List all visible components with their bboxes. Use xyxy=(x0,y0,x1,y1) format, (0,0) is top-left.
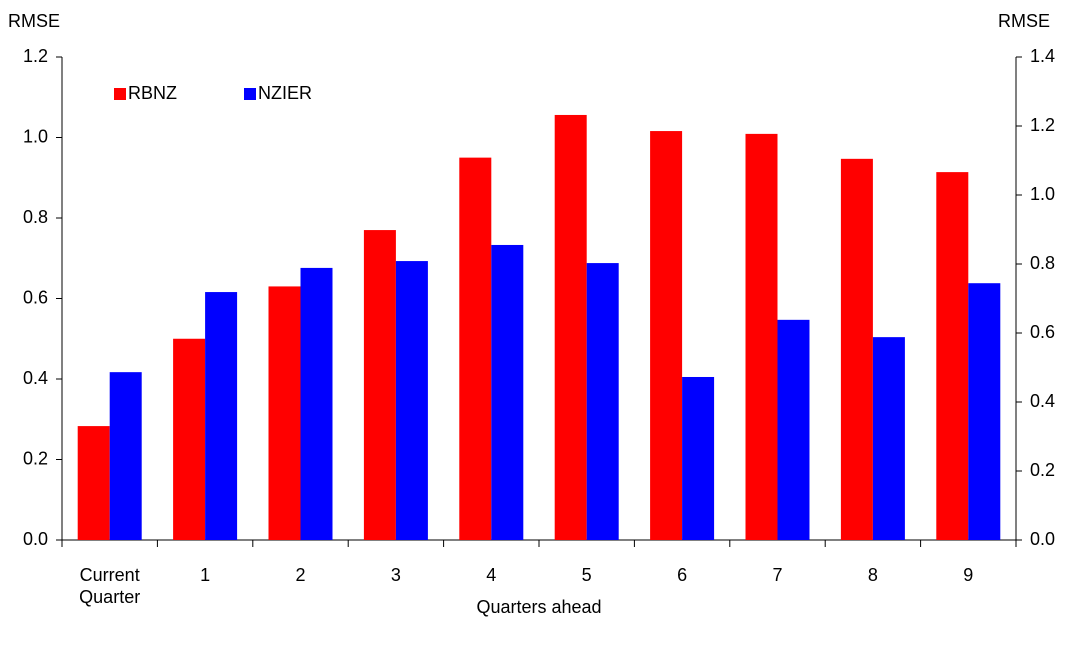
x-tick-label: 5 xyxy=(581,565,592,585)
y2-tick-label: 0.0 xyxy=(1030,529,1055,549)
x-tick-label: 2 xyxy=(295,565,306,585)
bar xyxy=(936,172,969,541)
y2-tick-label: 1.2 xyxy=(1030,115,1055,135)
x-tick-label: 3 xyxy=(390,565,401,585)
bar xyxy=(268,286,301,540)
bar xyxy=(586,263,619,540)
y-tick-label: 0.6 xyxy=(23,287,48,307)
y-axis-title: RMSE xyxy=(8,11,60,31)
bar xyxy=(840,158,873,540)
y2-tick-label: 0.8 xyxy=(1030,253,1055,273)
bar xyxy=(109,372,142,540)
bar xyxy=(395,261,428,540)
bar xyxy=(300,267,333,540)
y2-tick-label: 1.4 xyxy=(1030,46,1055,66)
bar xyxy=(554,114,587,541)
bar xyxy=(205,292,238,540)
y-tick-label: 0.8 xyxy=(23,207,48,227)
legend-label: NZIER xyxy=(258,83,312,103)
bar xyxy=(650,131,683,540)
bar xyxy=(777,319,810,540)
bar xyxy=(682,376,715,540)
bar xyxy=(968,283,1001,540)
y2-tick-label: 0.4 xyxy=(1030,391,1055,411)
bar xyxy=(173,338,206,540)
bar xyxy=(491,244,524,540)
legend-label: RBNZ xyxy=(128,83,177,103)
x-axis-title: Quarters ahead xyxy=(476,597,601,617)
x-tick-label: 6 xyxy=(677,565,688,585)
y-tick-label: 1.0 xyxy=(23,126,48,146)
bar xyxy=(363,230,396,540)
y-tick-label: 0.0 xyxy=(23,529,48,549)
y2-axis-title: RMSE xyxy=(998,11,1050,31)
bar xyxy=(77,426,110,540)
legend-swatch xyxy=(244,88,256,100)
x-tick-label: 7 xyxy=(772,565,783,585)
y2-tick-label: 1.0 xyxy=(1030,184,1055,204)
x-tick-label: 8 xyxy=(867,565,878,585)
y-tick-label: 1.2 xyxy=(23,46,48,66)
bar xyxy=(459,157,492,540)
x-tick-label: 9 xyxy=(963,565,974,585)
x-tick-label: 1 xyxy=(200,565,211,585)
y2-tick-label: 0.6 xyxy=(1030,322,1055,342)
bar xyxy=(745,133,778,540)
x-tick-label: Current Quarter xyxy=(79,565,141,607)
y2-tick-label: 0.2 xyxy=(1030,460,1055,480)
bar xyxy=(872,337,905,540)
y-tick-label: 0.4 xyxy=(23,368,48,388)
legend-swatch xyxy=(114,88,126,100)
y-tick-label: 0.2 xyxy=(23,448,48,468)
x-tick-label: 4 xyxy=(486,565,497,585)
